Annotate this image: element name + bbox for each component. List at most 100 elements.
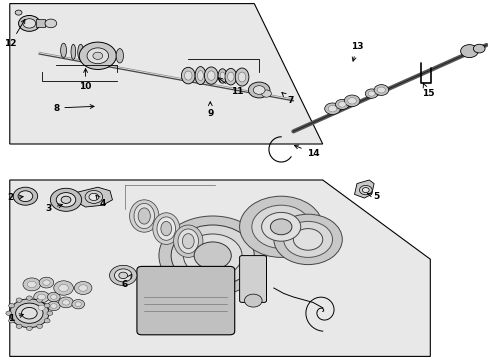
Ellipse shape bbox=[207, 71, 215, 80]
FancyBboxPatch shape bbox=[36, 19, 45, 27]
Circle shape bbox=[6, 311, 12, 315]
Circle shape bbox=[338, 102, 346, 107]
Ellipse shape bbox=[184, 71, 192, 80]
Circle shape bbox=[45, 19, 57, 28]
Ellipse shape bbox=[87, 46, 91, 60]
Circle shape bbox=[74, 282, 92, 294]
Circle shape bbox=[347, 98, 356, 104]
Circle shape bbox=[359, 185, 371, 195]
Circle shape bbox=[38, 305, 45, 310]
Ellipse shape bbox=[181, 67, 195, 84]
Circle shape bbox=[239, 196, 322, 257]
Circle shape bbox=[460, 45, 477, 58]
Circle shape bbox=[324, 103, 340, 114]
Circle shape bbox=[261, 212, 300, 241]
Ellipse shape bbox=[134, 203, 154, 229]
Ellipse shape bbox=[227, 72, 234, 81]
Circle shape bbox=[27, 281, 36, 288]
Circle shape bbox=[50, 188, 81, 211]
Circle shape bbox=[47, 292, 60, 302]
Circle shape bbox=[15, 10, 22, 15]
Ellipse shape bbox=[153, 213, 180, 244]
Circle shape bbox=[183, 234, 242, 277]
Circle shape bbox=[365, 89, 377, 98]
Circle shape bbox=[79, 285, 87, 291]
Circle shape bbox=[472, 44, 484, 53]
FancyBboxPatch shape bbox=[137, 266, 234, 335]
Ellipse shape bbox=[138, 208, 150, 224]
Circle shape bbox=[261, 90, 271, 97]
Circle shape bbox=[367, 91, 374, 96]
Circle shape bbox=[34, 291, 49, 303]
Polygon shape bbox=[10, 180, 429, 356]
Ellipse shape bbox=[173, 225, 203, 257]
Circle shape bbox=[37, 298, 42, 302]
Ellipse shape bbox=[116, 49, 123, 63]
Circle shape bbox=[9, 319, 15, 323]
Circle shape bbox=[56, 193, 76, 207]
Ellipse shape bbox=[182, 234, 194, 249]
Circle shape bbox=[38, 294, 45, 300]
Text: 15: 15 bbox=[421, 84, 433, 98]
Circle shape bbox=[89, 193, 99, 201]
Text: 11: 11 bbox=[218, 78, 243, 96]
Circle shape bbox=[43, 280, 50, 285]
Ellipse shape bbox=[61, 43, 66, 58]
Circle shape bbox=[362, 188, 368, 193]
Ellipse shape bbox=[129, 200, 159, 232]
Circle shape bbox=[283, 221, 332, 257]
Circle shape bbox=[44, 319, 50, 323]
Circle shape bbox=[373, 85, 388, 95]
Text: 1: 1 bbox=[8, 314, 23, 323]
Circle shape bbox=[293, 229, 322, 250]
Circle shape bbox=[85, 190, 102, 203]
Circle shape bbox=[39, 277, 54, 288]
Text: 2: 2 bbox=[8, 194, 23, 202]
Circle shape bbox=[35, 303, 48, 313]
Text: 14: 14 bbox=[294, 145, 319, 158]
Ellipse shape bbox=[157, 217, 175, 240]
Circle shape bbox=[59, 297, 73, 308]
Circle shape bbox=[79, 42, 116, 69]
Ellipse shape bbox=[195, 67, 205, 85]
Circle shape bbox=[59, 284, 68, 292]
Circle shape bbox=[93, 52, 102, 59]
Circle shape bbox=[114, 269, 132, 282]
Circle shape bbox=[87, 48, 108, 64]
Ellipse shape bbox=[224, 68, 236, 85]
Circle shape bbox=[16, 324, 22, 328]
Circle shape bbox=[50, 303, 57, 308]
Circle shape bbox=[327, 105, 336, 112]
Text: 10: 10 bbox=[79, 69, 92, 91]
Circle shape bbox=[50, 294, 57, 300]
Circle shape bbox=[16, 303, 43, 323]
Circle shape bbox=[47, 311, 53, 315]
Circle shape bbox=[9, 303, 15, 308]
Ellipse shape bbox=[220, 72, 224, 80]
Circle shape bbox=[19, 15, 40, 31]
Text: 4: 4 bbox=[96, 195, 106, 208]
Circle shape bbox=[75, 302, 81, 307]
Ellipse shape bbox=[197, 71, 203, 81]
Circle shape bbox=[109, 265, 137, 285]
Circle shape bbox=[10, 299, 49, 328]
Circle shape bbox=[54, 281, 73, 295]
Circle shape bbox=[253, 86, 264, 94]
Polygon shape bbox=[10, 4, 322, 144]
Circle shape bbox=[251, 205, 310, 248]
Circle shape bbox=[248, 82, 269, 98]
Text: 9: 9 bbox=[206, 102, 213, 118]
Ellipse shape bbox=[235, 68, 248, 86]
Circle shape bbox=[62, 300, 70, 305]
Ellipse shape bbox=[178, 229, 198, 253]
Text: 13: 13 bbox=[350, 42, 363, 61]
Circle shape bbox=[13, 187, 38, 205]
Circle shape bbox=[119, 272, 127, 279]
Text: 8: 8 bbox=[53, 104, 94, 112]
Circle shape bbox=[270, 219, 291, 235]
Circle shape bbox=[377, 87, 385, 93]
Text: 6: 6 bbox=[122, 274, 131, 289]
Ellipse shape bbox=[78, 44, 83, 60]
Circle shape bbox=[335, 99, 348, 109]
Text: 5: 5 bbox=[367, 192, 379, 201]
